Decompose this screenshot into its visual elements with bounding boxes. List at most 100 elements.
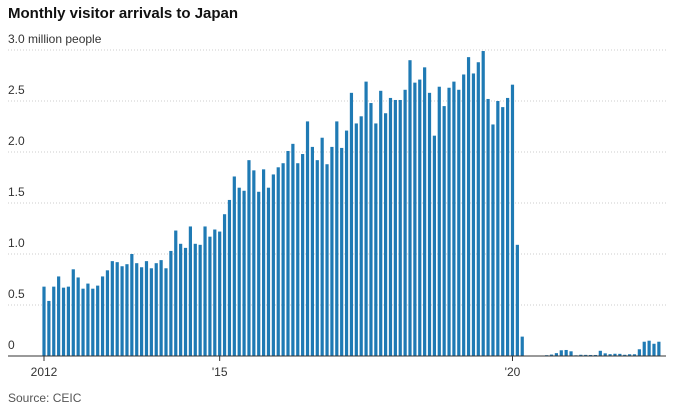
bar — [628, 354, 632, 356]
bar — [66, 286, 70, 356]
bar — [262, 169, 266, 356]
bar — [491, 124, 495, 357]
x-tick-label: '20 — [505, 365, 521, 379]
bar — [237, 187, 241, 356]
bar — [232, 176, 236, 356]
bar — [144, 261, 149, 356]
bar — [379, 90, 383, 357]
bar — [608, 354, 612, 356]
bar — [637, 349, 641, 356]
bar — [86, 283, 90, 356]
bar — [257, 191, 261, 356]
bar — [476, 62, 480, 357]
bar — [227, 199, 232, 356]
bar — [266, 187, 271, 356]
bar — [61, 287, 66, 356]
x-tick-label: '15 — [212, 365, 228, 379]
y-tick-label: 0 — [8, 338, 15, 352]
bar — [437, 86, 441, 356]
y-tick-label: 0.5 — [8, 287, 25, 301]
bar — [486, 98, 490, 357]
bar — [105, 270, 110, 356]
bar — [81, 288, 85, 356]
bar — [642, 341, 646, 356]
bar — [76, 277, 80, 356]
bar — [179, 243, 183, 356]
bar — [398, 99, 402, 356]
bar — [569, 351, 573, 356]
bar — [130, 254, 134, 356]
bar — [359, 116, 363, 356]
bar — [471, 73, 476, 357]
bar — [174, 230, 178, 356]
bar — [632, 354, 637, 356]
bar — [100, 276, 105, 356]
bar — [364, 81, 368, 357]
bar — [515, 244, 519, 356]
bar — [652, 343, 656, 356]
bar — [501, 107, 505, 357]
bar — [183, 247, 188, 356]
bar — [344, 130, 349, 356]
bar — [276, 167, 280, 356]
bar — [452, 81, 456, 357]
bar — [584, 354, 588, 356]
y-tick-label: 1.5 — [8, 185, 25, 199]
bar — [193, 243, 197, 356]
bar — [115, 262, 119, 356]
bar — [198, 244, 202, 356]
bar — [320, 137, 324, 356]
bar — [271, 174, 275, 356]
bar — [208, 236, 212, 356]
bar — [466, 57, 471, 356]
bar — [281, 163, 285, 356]
bar — [457, 89, 461, 356]
bar — [154, 263, 158, 356]
bar — [432, 135, 436, 356]
bar — [418, 79, 422, 356]
bar — [408, 60, 412, 356]
bar — [291, 143, 295, 356]
bar — [315, 160, 319, 356]
bar — [330, 146, 334, 356]
bar — [218, 231, 222, 356]
bar — [188, 226, 192, 356]
bar — [593, 354, 598, 356]
bar — [554, 353, 558, 356]
bar — [598, 350, 602, 356]
bar — [57, 276, 61, 356]
bar — [657, 341, 661, 356]
bar — [325, 164, 329, 356]
bar — [305, 121, 310, 357]
bar — [603, 353, 607, 356]
y-tick-label: 2.0 — [8, 134, 25, 148]
bar — [384, 113, 388, 357]
bar — [427, 92, 432, 356]
bar — [47, 300, 51, 356]
chart-title: Monthly visitor arrivals to Japan — [8, 5, 238, 22]
bar — [369, 103, 373, 356]
bar — [242, 190, 246, 356]
bar — [159, 260, 163, 356]
bar — [91, 288, 95, 356]
bar — [388, 97, 393, 356]
bar — [564, 349, 568, 356]
bar — [140, 267, 144, 356]
bar — [247, 160, 251, 356]
x-tick-label: 2012 — [31, 365, 58, 379]
bar — [164, 268, 168, 356]
bar — [506, 97, 510, 356]
bar — [42, 286, 46, 356]
bar — [481, 51, 485, 357]
y-tick-label: 2.5 — [8, 83, 25, 97]
bar — [423, 67, 427, 356]
bar — [335, 121, 339, 357]
bar — [120, 266, 124, 356]
bar — [310, 146, 314, 356]
bar — [203, 226, 207, 356]
bar — [349, 92, 354, 356]
bar — [403, 89, 407, 356]
bar — [222, 214, 227, 356]
bar — [286, 150, 290, 356]
